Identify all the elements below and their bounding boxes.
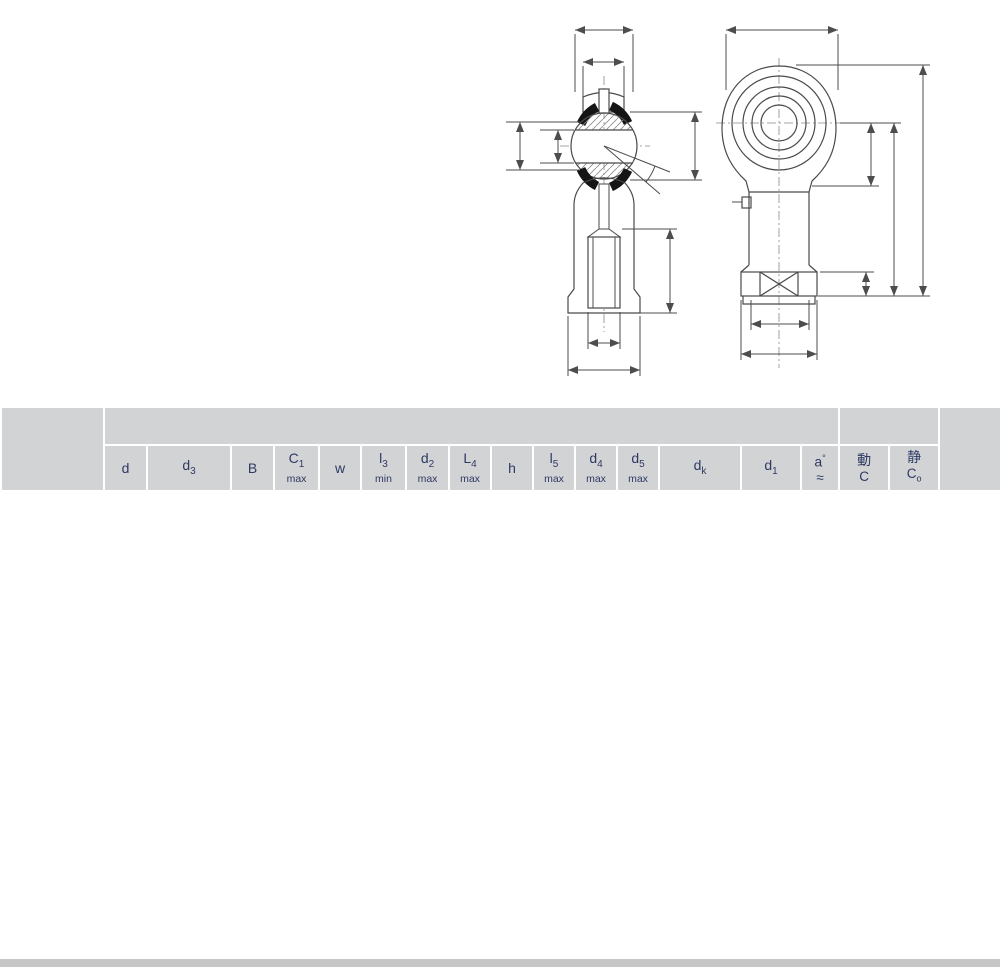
col-header-d5: d5 max xyxy=(616,444,660,492)
sub-header-row: d d3 B C1 max w l3 min d2 max L4 max h l5 max d4 max d5 ma… xyxy=(1,444,1000,492)
col-header-dimensions xyxy=(102,406,841,446)
col-header-l3: l3 min xyxy=(360,444,407,492)
dimensions-table: d d3 B C1 max w l3 min d2 max L4 max h l5 max d4 max d5 ma… xyxy=(0,406,1000,492)
col-header-B: B xyxy=(230,444,275,492)
col-header-weight xyxy=(938,406,1000,492)
col-header-d2: d2 max xyxy=(405,444,450,492)
col-header-type xyxy=(0,406,105,492)
front-view-drawing xyxy=(716,26,930,368)
col-header-a: a° ≈ xyxy=(799,444,841,492)
diagram-section-view xyxy=(470,0,740,398)
col-header-d1: d1 xyxy=(740,444,802,492)
col-header-C1: C1 max xyxy=(273,444,320,492)
top-section xyxy=(0,0,1000,402)
col-header-Co: 静 Co xyxy=(888,444,941,492)
col-header-h: h xyxy=(490,444,534,492)
col-header-d4: d4 max xyxy=(574,444,618,492)
col-header-l5: l5 max xyxy=(532,444,576,492)
col-header-w: w xyxy=(318,444,362,492)
table-header: d d3 B C1 max w l3 min d2 max L4 max h l5 max d4 max d5 ma… xyxy=(0,406,1000,492)
col-header-d3: d3 xyxy=(146,444,232,492)
page-bottom-strip xyxy=(0,959,1000,967)
col-header-load-ratings xyxy=(838,406,941,446)
col-header-L4: L4 max xyxy=(448,444,492,492)
diagram-front-view xyxy=(716,0,998,398)
col-header-dk: dk xyxy=(658,444,742,492)
section-view-drawing xyxy=(506,26,702,376)
col-header-d: d xyxy=(103,444,148,492)
